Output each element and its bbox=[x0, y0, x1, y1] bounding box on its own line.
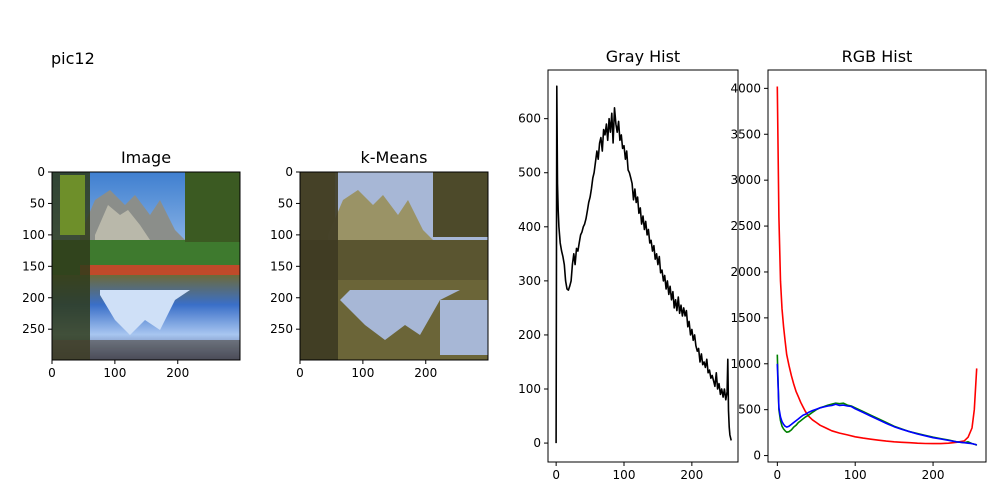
gray-hist-title: Gray Hist bbox=[606, 47, 680, 66]
x-tick-label: 0 bbox=[48, 366, 56, 380]
y-tick-label: 200 bbox=[270, 291, 293, 305]
y-tick-label: 50 bbox=[30, 196, 45, 210]
y-tick-label: 4000 bbox=[730, 81, 761, 95]
x-tick-label: 100 bbox=[351, 366, 374, 380]
x-tick-label: 100 bbox=[844, 468, 867, 482]
y-tick-label: 3000 bbox=[730, 173, 761, 187]
y-tick-label: 0 bbox=[285, 165, 293, 179]
y-tick-label: 1500 bbox=[730, 311, 761, 325]
y-tick-label: 0 bbox=[37, 165, 45, 179]
y-tick-label: 100 bbox=[270, 228, 293, 242]
y-tick-label: 200 bbox=[22, 291, 45, 305]
series-line-0 bbox=[776, 86, 978, 445]
x-tick-label: 100 bbox=[613, 468, 636, 482]
y-tick-label: 500 bbox=[518, 166, 541, 180]
photo-image bbox=[52, 172, 240, 360]
series-line-1 bbox=[776, 354, 978, 447]
kmeans-image bbox=[300, 172, 488, 360]
y-tick-label: 300 bbox=[518, 274, 541, 288]
y-tick-label: 250 bbox=[270, 322, 293, 336]
x-tick-label: 0 bbox=[296, 366, 304, 380]
y-tick-label: 250 bbox=[22, 322, 45, 336]
rgb-hist-title: RGB Hist bbox=[842, 47, 913, 66]
x-tick-label: 200 bbox=[414, 366, 437, 380]
y-tick-label: 600 bbox=[518, 112, 541, 126]
series-line-0 bbox=[555, 85, 732, 444]
rgb-hist-panel: RGB Hist 0 100 200050010001500200025003000… bbox=[730, 47, 987, 482]
y-tick-label: 2000 bbox=[730, 265, 761, 279]
y-tick-label: 100 bbox=[22, 228, 45, 242]
y-tick-label: 400 bbox=[518, 220, 541, 234]
x-tick-label: 200 bbox=[680, 468, 703, 482]
y-tick-label: 200 bbox=[518, 328, 541, 342]
y-tick-label: 150 bbox=[270, 259, 293, 273]
y-tick-label: 0 bbox=[533, 436, 541, 450]
x-tick-label: 100 bbox=[103, 366, 126, 380]
kmeans-panel: k-Means 0 100 200 0 50 100 150 200 250 bbox=[270, 148, 489, 380]
x-tick-label: 0 bbox=[552, 468, 560, 482]
figure-suptitle: pic12 bbox=[51, 49, 95, 68]
y-tick-label: 2500 bbox=[730, 219, 761, 233]
y-tick-label: 0 bbox=[753, 449, 761, 463]
series-line-2 bbox=[776, 363, 978, 446]
gray-hist-panel: Gray Hist 0 100 200 0 100 200 300 400 500 600 bbox=[518, 47, 739, 482]
kmeans-title: k-Means bbox=[361, 148, 428, 167]
y-tick-label: 1000 bbox=[730, 357, 761, 371]
y-tick-label: 100 bbox=[518, 382, 541, 396]
y-tick-label: 50 bbox=[278, 196, 293, 210]
y-tick-label: 3500 bbox=[730, 127, 761, 141]
x-tick-label: 200 bbox=[922, 468, 945, 482]
y-tick-label: 500 bbox=[738, 403, 761, 417]
x-tick-label: 0 bbox=[774, 468, 782, 482]
image-panel: Image 0 100 200 0 50 100 150 200 250 bbox=[22, 148, 241, 380]
image-title: Image bbox=[121, 148, 171, 167]
y-tick-label: 150 bbox=[22, 259, 45, 273]
x-tick-label: 200 bbox=[166, 366, 189, 380]
